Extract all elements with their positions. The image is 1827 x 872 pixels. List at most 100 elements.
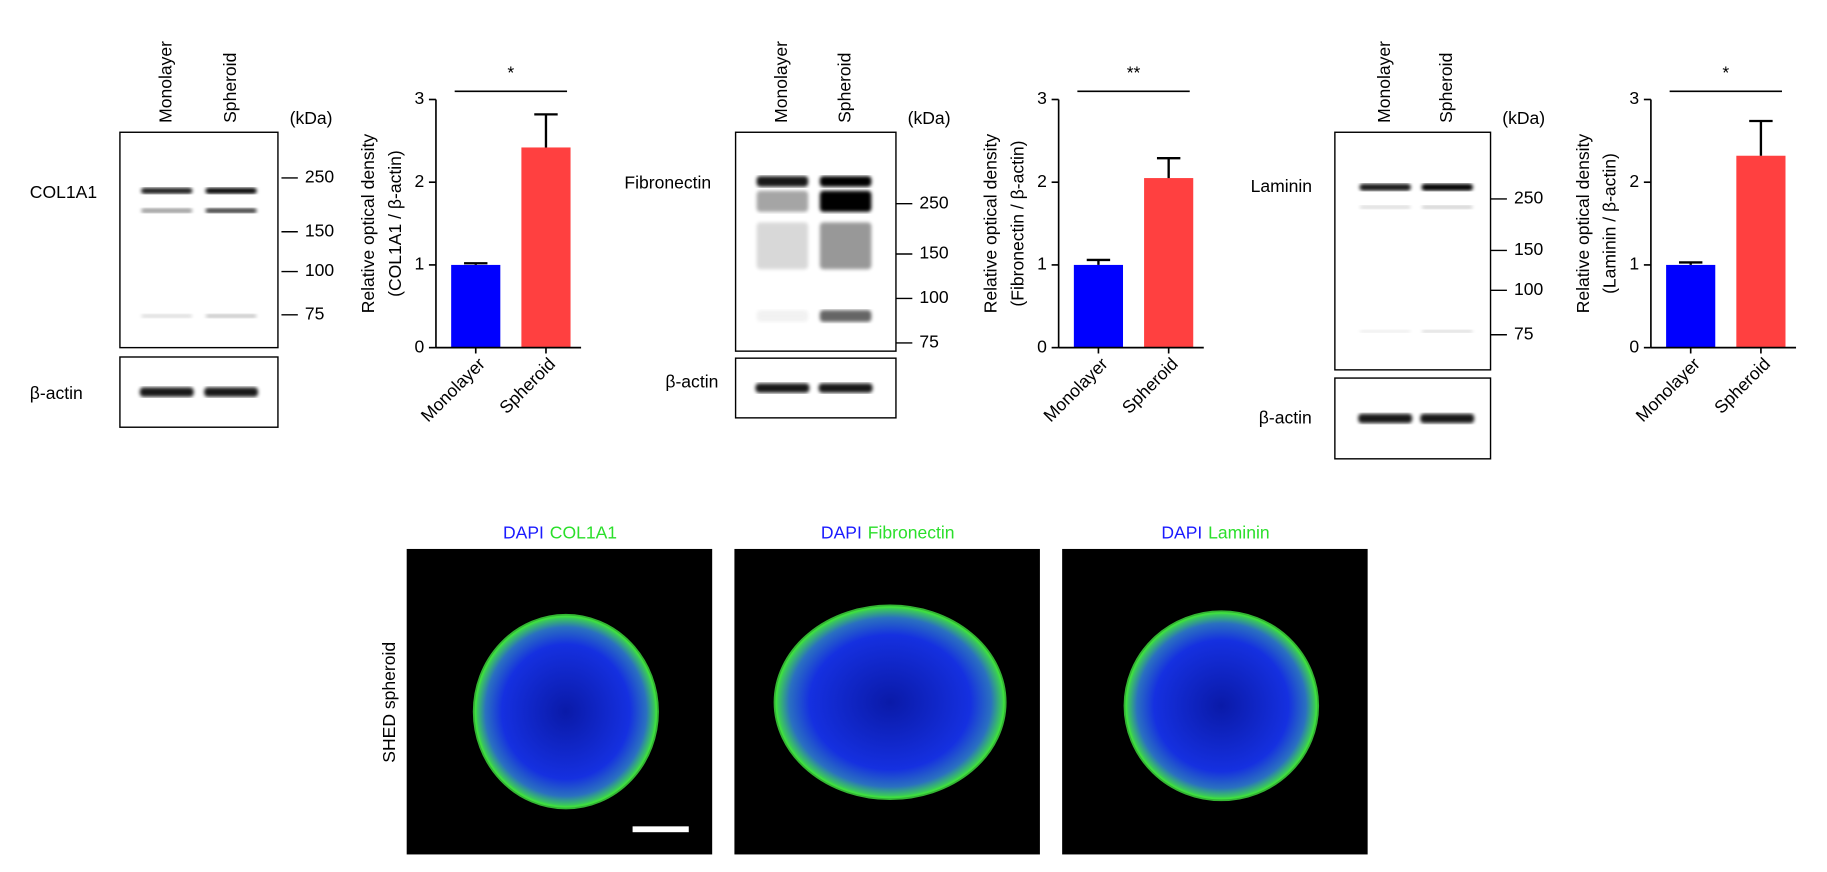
- band: [756, 176, 809, 187]
- band: [819, 190, 872, 212]
- marker-label: 150: [1514, 239, 1544, 259]
- band: [1421, 183, 1473, 191]
- stain-target: COL1A1: [550, 522, 617, 542]
- band: [756, 190, 809, 212]
- marker-label: 100: [919, 287, 949, 307]
- band: [756, 310, 809, 322]
- spheroid: [474, 615, 658, 808]
- error-bar: [464, 262, 488, 265]
- y-axis-label: Relative optical density: [358, 134, 378, 314]
- blot-frame: [119, 131, 279, 349]
- spheroid: [1125, 612, 1318, 800]
- band: [819, 222, 872, 270]
- band: [818, 383, 873, 393]
- stain-dapi: DAPI: [503, 522, 544, 542]
- y-axis-label: (COL1A1 / β-actin): [385, 150, 405, 297]
- band: [205, 208, 257, 214]
- error-bar: [1086, 258, 1111, 265]
- lane-label: Monolayer: [1374, 41, 1394, 123]
- band: [140, 187, 193, 194]
- bar: [521, 147, 571, 348]
- band: [755, 383, 810, 393]
- marker-label: 250: [305, 167, 335, 187]
- marker-label: 75: [919, 332, 939, 352]
- bar: [1666, 264, 1716, 348]
- stain-dapi: DAPI: [1161, 522, 1202, 542]
- protein-label: COL1A1: [30, 182, 97, 202]
- band: [1358, 413, 1413, 424]
- bar: [1736, 155, 1786, 348]
- band: [756, 222, 809, 270]
- band: [819, 176, 872, 187]
- band: [1359, 330, 1411, 333]
- lane-label: Monolayer: [771, 41, 791, 123]
- stain-title: DAPI Fibronectin: [821, 522, 955, 542]
- unit-label: (kDa): [1502, 108, 1545, 128]
- stain-title: DAPI COL1A1: [503, 522, 617, 542]
- x-tick-label: Monolayer: [1039, 354, 1111, 426]
- spheroid-rim: [472, 613, 659, 810]
- band: [140, 314, 193, 318]
- marker-label: 150: [919, 243, 949, 263]
- x-tick-label: Spheroid: [1710, 354, 1774, 418]
- band: [1359, 183, 1411, 191]
- stain-dapi: DAPI: [821, 522, 862, 542]
- control-label: β-actin: [1259, 408, 1312, 428]
- y-tick-label: 3: [414, 88, 424, 108]
- band: [1421, 205, 1473, 209]
- stain-target: Fibronectin: [868, 522, 955, 542]
- marker-label: 250: [1514, 188, 1544, 208]
- y-tick-label: 2: [1629, 171, 1639, 191]
- significance: **: [1127, 62, 1141, 82]
- lane-label: Spheroid: [220, 53, 240, 123]
- x-tick-label: Spheroid: [495, 354, 559, 418]
- band: [1421, 330, 1473, 333]
- bar: [451, 264, 501, 348]
- marker-label: 100: [1514, 279, 1544, 299]
- y-tick-label: 1: [1629, 254, 1639, 274]
- significance: *: [507, 62, 514, 82]
- marker-label: 100: [305, 260, 335, 280]
- y-tick-label: 1: [414, 254, 424, 274]
- unit-label: (kDa): [290, 108, 333, 128]
- y-tick-label: 3: [1037, 88, 1047, 108]
- band: [819, 310, 872, 322]
- marker-label: 75: [305, 303, 325, 323]
- protein-label: Laminin: [1251, 176, 1312, 196]
- band: [1359, 205, 1411, 209]
- spheroid-rim: [1123, 610, 1320, 802]
- band: [140, 208, 193, 214]
- y-axis-label: Relative optical density: [1573, 134, 1593, 314]
- y-tick-label: 0: [1629, 336, 1639, 356]
- y-axis-label: (Laminin / β-actin): [1600, 153, 1620, 294]
- stain-target: Laminin: [1208, 522, 1269, 542]
- lane-label: Spheroid: [1436, 53, 1456, 123]
- control-label: β-actin: [30, 383, 83, 403]
- row-label: SHED spheroid: [379, 642, 399, 763]
- lane-label: Spheroid: [834, 53, 854, 123]
- y-tick-label: 0: [414, 336, 424, 356]
- error-bar: [1678, 261, 1703, 265]
- spheroid: [775, 606, 1005, 799]
- protein-label: Fibronectin: [624, 172, 711, 192]
- marker-label: 150: [305, 220, 335, 240]
- bar: [1144, 178, 1194, 348]
- band: [139, 387, 194, 397]
- error-bar: [1749, 119, 1773, 156]
- y-tick-label: 1: [1037, 254, 1047, 274]
- scale-bar: [632, 826, 689, 833]
- blot-frame: [1334, 131, 1492, 371]
- y-tick-label: 0: [1037, 336, 1047, 356]
- marker-label: 250: [919, 192, 949, 212]
- error-bar: [534, 113, 558, 148]
- significance: *: [1722, 62, 1729, 82]
- band: [205, 314, 257, 318]
- stain-title: DAPI Laminin: [1161, 522, 1269, 542]
- y-tick-label: 2: [1037, 171, 1047, 191]
- band: [204, 387, 259, 397]
- y-tick-label: 3: [1629, 88, 1639, 108]
- y-tick-label: 2: [414, 171, 424, 191]
- x-tick-label: Monolayer: [417, 354, 489, 426]
- x-tick-label: Spheroid: [1118, 354, 1182, 418]
